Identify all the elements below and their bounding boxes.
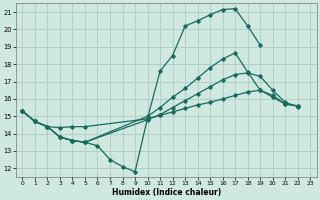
X-axis label: Humidex (Indice chaleur): Humidex (Indice chaleur) — [112, 188, 221, 197]
